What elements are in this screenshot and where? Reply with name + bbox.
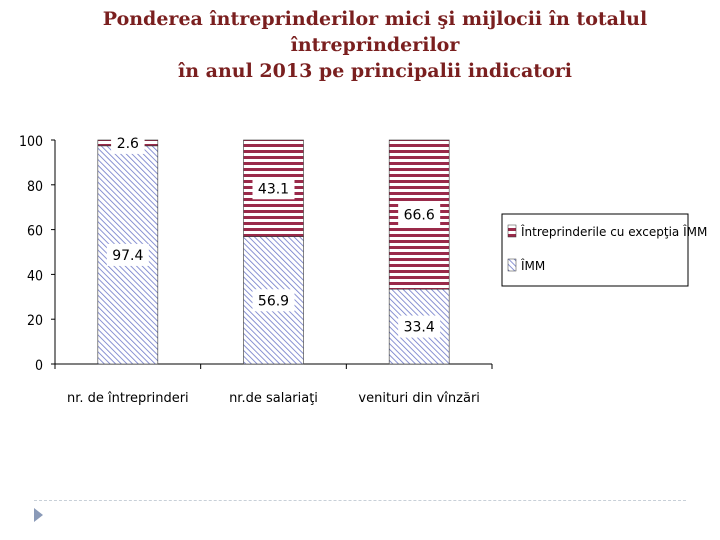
data-label: 2.6 xyxy=(117,136,139,152)
x-category-label: venituri din vînzări xyxy=(358,391,480,406)
data-label-box xyxy=(398,203,441,226)
legend-swatch xyxy=(507,258,517,272)
title-line-2: întreprinderilor xyxy=(290,34,460,56)
y-tick-label: 20 xyxy=(27,313,43,329)
y-tick-label: 60 xyxy=(27,224,43,240)
chart-data-labels: 97.4 2.6 56.9 43.1 33.4 66.6 xyxy=(106,131,441,338)
bullet-arrow-icon xyxy=(34,508,43,522)
x-category-label: nr. de întreprinderi xyxy=(67,391,189,406)
data-label: 56.9 xyxy=(258,293,289,309)
y-tick-label: 0 xyxy=(35,358,43,374)
data-label-box xyxy=(106,243,149,266)
chart-title: Ponderea întreprinderilor mici şi mijloc… xyxy=(40,6,710,84)
data-label: 97.4 xyxy=(112,248,143,264)
data-label: 43.1 xyxy=(258,181,289,197)
data-label-box xyxy=(111,131,145,154)
y-tick-label: 40 xyxy=(27,268,43,284)
data-label-box xyxy=(252,289,295,312)
y-tick-label: 100 xyxy=(19,134,43,150)
legend-label: Întreprinderile cu excepţia ÎMM xyxy=(520,224,707,239)
chart-axes: 0 20 40 60 80 100 nr. de întreprinderi nr.de sa… xyxy=(19,134,493,406)
legend-label: ÎMM xyxy=(520,258,545,273)
x-category-label: nr.de salariaţi xyxy=(229,391,318,406)
chart-bars xyxy=(97,139,450,365)
chart-legend: Întreprinderile cu excepţia ÎMM ÎMM xyxy=(501,213,707,287)
data-label: 33.4 xyxy=(404,320,435,336)
data-label-box xyxy=(252,177,295,200)
legend-box xyxy=(501,213,689,287)
data-label-box xyxy=(398,315,441,338)
legend-swatch xyxy=(507,224,517,238)
title-line-3: în anul 2013 pe principalii indicatori xyxy=(178,60,572,82)
title-line-1: Ponderea întreprinderilor mici şi mijloc… xyxy=(102,8,648,30)
footer-divider xyxy=(34,500,686,501)
y-tick-label: 80 xyxy=(27,179,43,195)
data-label: 66.6 xyxy=(404,208,435,224)
